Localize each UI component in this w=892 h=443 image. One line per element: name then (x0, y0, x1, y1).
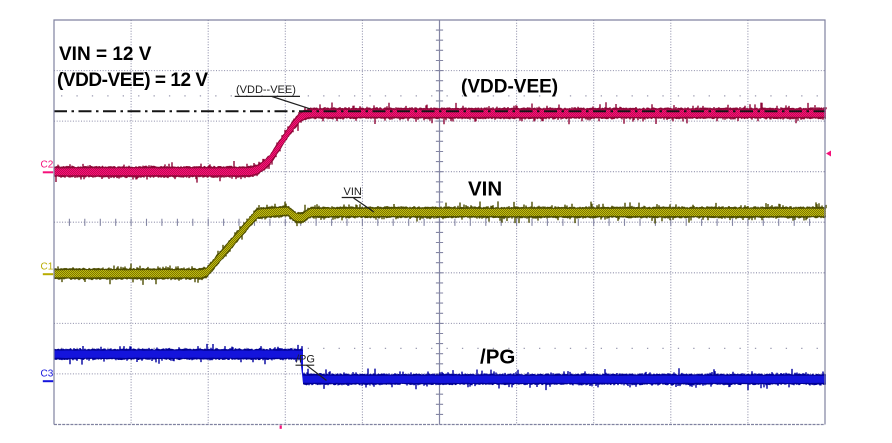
svg-text:VIN = 12 V: VIN = 12 V (59, 44, 152, 65)
svg-text:C3: C3 (41, 369, 54, 380)
svg-text:C1: C1 (41, 262, 54, 273)
svg-text:C2: C2 (41, 160, 54, 171)
svg-text:/PG: /PG (296, 354, 315, 366)
svg-text:VIN: VIN (344, 186, 362, 198)
svg-text:(VDD--VEE): (VDD--VEE) (236, 84, 296, 96)
svg-text:VIN: VIN (468, 178, 502, 201)
svg-text:(VDD-VEE): (VDD-VEE) (461, 77, 558, 98)
svg-text:(VDD-VEE) = 12 V: (VDD-VEE) = 12 V (57, 70, 208, 91)
svg-text:/PG: /PG (480, 346, 515, 369)
